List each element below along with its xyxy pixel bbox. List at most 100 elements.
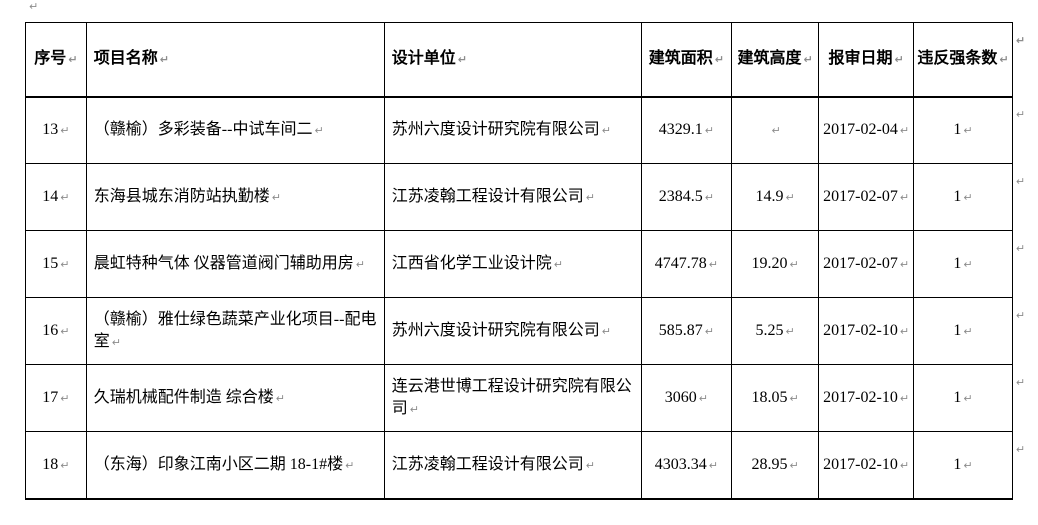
end-of-cell-mark: ↵: [789, 258, 799, 272]
cell-value: 江苏凌翰工程设计有限公司: [391, 455, 584, 473]
cell-value: 2017-02-10: [823, 455, 898, 473]
table-header: 序号 ↵ 项目名称 ↵ 设计单位 ↵ 建筑面积 ↵ 建筑高度 ↵ 报审日期 ↵ 违反强条数 ↵ ↵: [25, 22, 1038, 98]
cell-height: ↵: [730, 96, 820, 164]
cell-designer: 江西省化学工业设计院 ↵: [383, 230, 642, 298]
cell-seq: 17 ↵: [25, 364, 87, 432]
cell-violations: 1 ↵: [913, 431, 1013, 500]
col-header-violations: 违反强条数 ↵: [913, 22, 1013, 98]
table-row: 17 ↵ 久瑞机械配件制造 综合楼 ↵ 连云港世博工程设计研究院有限公司 ↵ 3060 ↵ 18…: [25, 364, 1038, 432]
cell-value: 苏州六度设计研究院有限公司: [391, 121, 600, 139]
end-of-cell-mark: ↵: [275, 392, 286, 406]
end-of-cell-mark: ↵: [60, 191, 70, 205]
cell-value: 2017-02-07: [823, 255, 898, 273]
cell-name: 东海县城东消防站执勤楼 ↵: [85, 163, 385, 231]
end-of-cell-mark: ↵: [601, 325, 611, 339]
cell-area: 4747.78 ↵: [640, 230, 732, 298]
table-row: 14 ↵ 东海县城东消防站执勤楼 ↵ 江苏凌翰工程设计有限公司 ↵ 2384.5 ↵ 14.9 ↵…: [25, 163, 1038, 231]
end-of-cell-mark: ↵: [553, 258, 563, 272]
cell-value: 2017-02-10: [823, 322, 898, 340]
end-of-cell-mark: ↵: [899, 458, 910, 472]
table-row: 16 ↵ （赣榆）雅仕绿色蔬菜产业化项目--配电室 ↵ 苏州六度设计研究院有限公司 ↵ 58…: [25, 297, 1038, 365]
cell-name: （赣榆）多彩装备--中试车间二 ↵: [85, 96, 385, 164]
cell-date: 2017-02-07 ↵: [818, 163, 914, 231]
cell-seq: 16 ↵: [25, 297, 87, 365]
end-of-cell-mark: ↵: [60, 458, 70, 472]
cell-value: 1: [953, 188, 962, 206]
end-of-cell-mark: ↵: [111, 336, 122, 349]
cell-designer: 苏州六度设计研究院有限公司 ↵: [383, 96, 642, 164]
col-header-height: 建筑高度 ↵: [730, 22, 820, 98]
cell-value: 1: [953, 255, 962, 273]
table-row: 15 ↵ 晨虹特种气体 仪器管道阀门辅助用房 ↵ 江西省化学工业设计院 ↵ 4747.78 ↵…: [25, 230, 1038, 298]
cell-value: 4329.1: [658, 121, 703, 139]
cell-value: （东海）印象江南小区二期 18-1#楼: [93, 455, 344, 473]
cell-value: 18: [42, 455, 59, 473]
end-of-cell-mark: ↵: [899, 392, 910, 406]
end-of-cell-mark: ↵: [1015, 442, 1026, 456]
col-header-name: 项目名称 ↵: [85, 22, 385, 98]
col-header-date: 报审日期 ↵: [818, 22, 914, 98]
row-end-mark-cell: ↵: [1012, 365, 1037, 432]
cell-value: 2017-02-07: [823, 188, 898, 206]
end-of-cell-mark: ↵: [601, 124, 611, 138]
cell-designer: 江苏凌翰工程设计有限公司 ↵: [383, 431, 642, 500]
cell-seq: 15 ↵: [25, 230, 87, 298]
end-of-cell-mark: ↵: [714, 53, 724, 67]
cell-violations: 1 ↵: [913, 163, 1013, 231]
cell-violations: 1 ↵: [913, 297, 1013, 365]
end-of-cell-mark: ↵: [789, 392, 799, 406]
end-of-cell-mark: ↵: [894, 53, 904, 67]
cell-value: 1: [953, 389, 962, 407]
table-row: 18 ↵ （东海）印象江南小区二期 18-1#楼 ↵ 江苏凌翰工程设计有限公司 ↵ 4303…: [25, 431, 1038, 500]
end-of-cell-mark: ↵: [68, 53, 78, 67]
end-of-cell-mark: ↵: [1015, 33, 1026, 47]
cell-value: 16: [42, 322, 59, 340]
end-of-cell-mark: ↵: [1015, 174, 1026, 188]
col-header-label: 违反强条数: [917, 50, 998, 68]
cell-violations: 1 ↵: [913, 364, 1013, 432]
end-of-cell-mark: ↵: [899, 325, 910, 339]
cell-area: 3060 ↵: [640, 364, 732, 432]
end-of-cell-mark: ↵: [314, 124, 324, 138]
end-of-cell-mark: ↵: [785, 325, 795, 339]
cell-value: 苏州六度设计研究院有限公司: [391, 322, 600, 340]
cell-value: 19.20: [751, 255, 788, 273]
row-end-mark-cell: ↵: [1012, 97, 1037, 164]
col-header-label: 报审日期: [828, 50, 893, 68]
cell-designer: 连云港世博工程设计研究院有限公司 ↵: [383, 364, 642, 432]
col-header-seq: 序号 ↵: [25, 22, 87, 98]
cell-value: 2017-02-10: [823, 389, 898, 407]
end-of-cell-mark: ↵: [60, 325, 70, 339]
end-of-cell-mark: ↵: [271, 191, 282, 205]
cell-value: 江西省化学工业设计院: [391, 255, 552, 273]
cell-height: 5.25 ↵: [730, 297, 820, 365]
end-of-cell-mark: ↵: [963, 458, 973, 472]
row-end-mark-cell: ↵: [1012, 432, 1037, 499]
project-review-table: 序号 ↵ 项目名称 ↵ 设计单位 ↵ 建筑面积 ↵ 建筑高度 ↵ 报审日期 ↵ 违反强条数 ↵ ↵ 13 ↵ （…: [25, 22, 1038, 500]
cell-value: （赣榆）多彩装备--中试车间二: [93, 121, 313, 139]
cell-area: 4303.34 ↵: [640, 431, 732, 500]
end-of-cell-mark: ↵: [963, 392, 973, 406]
cell-height: 18.05 ↵: [730, 364, 820, 432]
cell-value: 15: [42, 255, 59, 273]
row-end-mark-cell: ↵: [1012, 231, 1037, 298]
end-of-cell-mark: ↵: [60, 258, 70, 272]
end-of-cell-mark: ↵: [345, 458, 355, 472]
cell-area: 4329.1 ↵: [640, 96, 732, 164]
cell-value: 13: [42, 121, 59, 139]
cell-seq: 18 ↵: [25, 431, 87, 500]
end-of-cell-mark: ↵: [899, 258, 910, 272]
cell-area: 2384.5 ↵: [640, 163, 732, 231]
cell-value: 1: [953, 322, 962, 340]
end-of-cell-mark: ↵: [355, 258, 366, 272]
cell-value: 1: [953, 455, 962, 473]
cell-value: 2384.5: [658, 188, 703, 206]
cell-value: （赣榆）雅仕绿色蔬菜产业化项目--配电室: [93, 311, 377, 350]
cell-value: 2017-02-04: [823, 121, 898, 139]
cell-value: 晨虹特种气体 仪器管道阀门辅助用房: [93, 255, 354, 273]
end-of-cell-mark: ↵: [789, 458, 799, 472]
cell-name: 晨虹特种气体 仪器管道阀门辅助用房 ↵: [85, 230, 385, 298]
end-of-cell-mark: ↵: [899, 124, 910, 138]
cell-violations: 1 ↵: [913, 230, 1013, 298]
